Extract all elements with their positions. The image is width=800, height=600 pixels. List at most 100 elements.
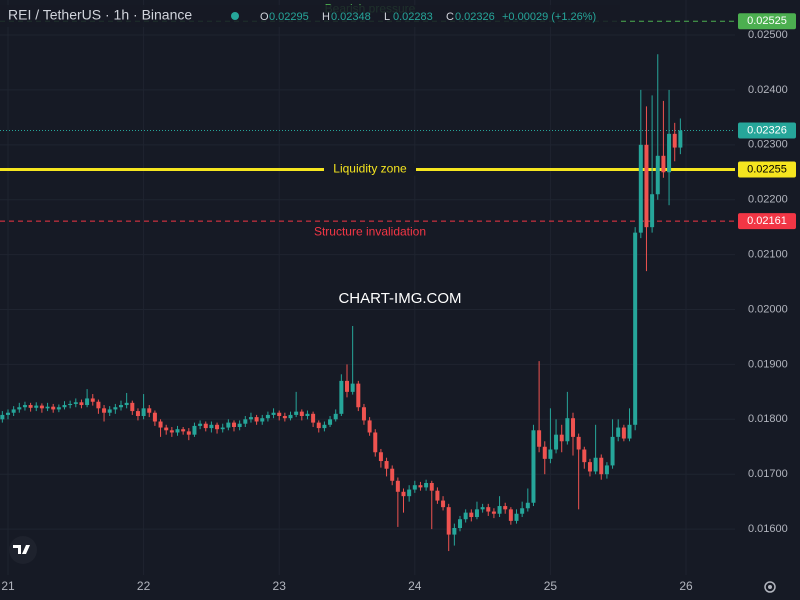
candle-body — [412, 485, 417, 490]
candle-body — [333, 413, 338, 420]
candle-body — [587, 462, 592, 472]
candle-body — [192, 425, 197, 435]
levels: Bearish pressureLiquidity zoneStructure … — [0, 1, 735, 238]
ohlc-key: H — [322, 11, 330, 23]
ohlc-key: L — [384, 11, 390, 23]
candle-body — [141, 408, 146, 417]
candle-body — [328, 419, 333, 425]
candle-body — [79, 402, 84, 406]
status-dot — [231, 12, 239, 20]
watermark: CHART-IMG.COM — [338, 290, 461, 307]
symbol: REI / TetherUS · 1h · Binance — [8, 7, 192, 23]
candle-body — [627, 424, 632, 439]
gear-center[interactable] — [768, 585, 772, 589]
ohlc-value: 0.02326 — [455, 11, 495, 23]
price-label: 0.02326 — [747, 124, 787, 136]
candle-body — [226, 422, 231, 428]
candle-body — [599, 457, 604, 475]
candle-body — [497, 506, 502, 514]
candle-body — [395, 480, 400, 492]
candle-body — [480, 507, 485, 510]
candle-body — [158, 421, 163, 428]
candle-body — [28, 405, 33, 408]
candle-body — [441, 500, 446, 508]
candle-body — [554, 434, 559, 450]
candle-body — [491, 511, 496, 514]
candle-body — [655, 155, 660, 195]
candle-body — [559, 434, 564, 442]
price-label: 0.02525 — [747, 15, 787, 27]
candle-body — [34, 405, 39, 408]
price-label-box — [738, 213, 796, 230]
candle-body — [446, 507, 451, 535]
candle-body — [435, 490, 440, 501]
candle-body — [610, 436, 615, 466]
candle-body — [311, 413, 316, 423]
price-label-box — [738, 122, 796, 139]
candle-body — [350, 383, 355, 392]
candle-body — [232, 422, 237, 427]
candle-body — [220, 427, 225, 430]
candle-body — [401, 491, 406, 497]
header-bg — [0, 5, 620, 27]
candle-body — [316, 422, 321, 429]
candle-body — [277, 412, 282, 417]
candle-body — [254, 417, 259, 422]
y-tick-label: 0.01600 — [748, 523, 788, 535]
candle-body — [486, 507, 491, 512]
candle-body — [0, 414, 5, 420]
price-label: 0.02255 — [747, 163, 787, 175]
x-tick-label: 22 — [137, 579, 151, 593]
candle-body — [463, 512, 468, 520]
price-label: 0.02161 — [747, 215, 787, 227]
candle-body — [356, 383, 361, 408]
candle-body — [520, 508, 525, 514]
candle-body — [525, 502, 530, 509]
logo-badge — [9, 536, 37, 564]
candle-body — [390, 468, 395, 481]
candle-body — [384, 461, 389, 469]
level-label-bg — [324, 163, 416, 176]
candle-body — [458, 519, 463, 529]
x-tick-label: 24 — [408, 579, 422, 593]
candle-body — [474, 509, 479, 518]
candle-body — [537, 430, 542, 447]
candle-body — [215, 424, 220, 430]
candle-body — [209, 424, 214, 429]
candle-body — [429, 482, 434, 491]
y-tick-label: 0.01700 — [748, 468, 788, 480]
candle-body — [17, 407, 22, 410]
candle-body — [565, 418, 570, 442]
x-tick-label: 26 — [679, 579, 693, 593]
candle-body — [294, 411, 299, 415]
candle-body — [68, 403, 73, 406]
y-tick-label: 0.02200 — [748, 194, 788, 206]
candle-body — [661, 155, 666, 173]
candle-body — [339, 380, 344, 414]
candle-body — [373, 432, 378, 453]
candle-body — [51, 406, 56, 410]
candle-body — [85, 398, 90, 406]
candle-body — [644, 144, 649, 228]
candle-body — [616, 427, 621, 437]
candle-body — [469, 512, 474, 518]
candle-body — [531, 430, 536, 503]
gear[interactable] — [764, 581, 776, 593]
candle-body — [271, 412, 276, 415]
candle-body — [22, 405, 27, 408]
candle-body — [130, 402, 135, 412]
grid — [0, 0, 735, 575]
candle-body — [604, 465, 609, 475]
candle-body — [62, 405, 67, 408]
ohlc-value: 0.02348 — [331, 11, 371, 23]
candle-body — [418, 485, 423, 488]
candle-body — [237, 423, 242, 427]
settings-icon[interactable] — [764, 581, 776, 593]
candle-body — [11, 409, 16, 413]
candle-body — [593, 457, 598, 472]
candle-body — [667, 133, 672, 173]
candle-body — [508, 509, 513, 521]
candle-body — [571, 418, 576, 437]
